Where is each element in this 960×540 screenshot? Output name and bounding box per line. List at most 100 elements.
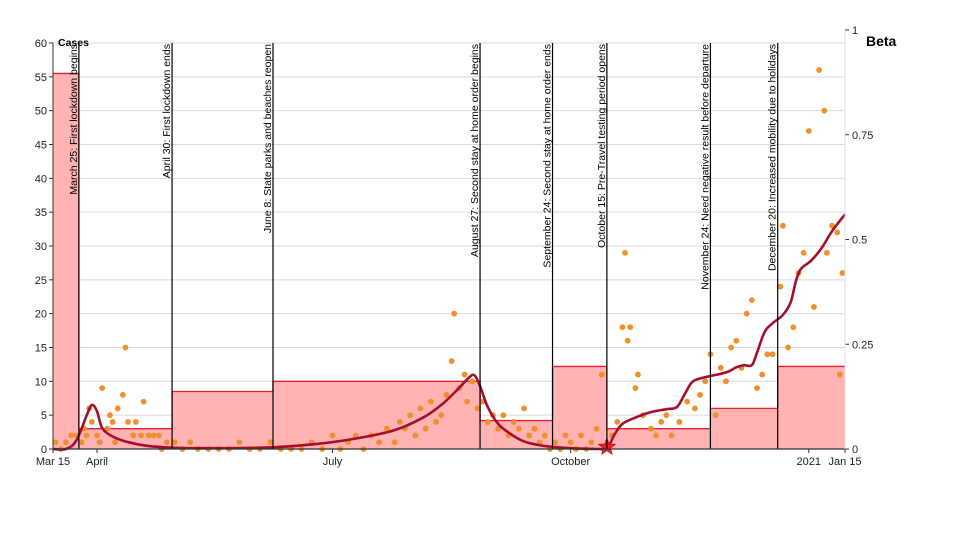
beta-line: [52, 213, 847, 452]
case-point: [552, 439, 559, 446]
case-point: [627, 324, 634, 331]
case-point: [588, 439, 595, 446]
left-tick-label: 0: [41, 444, 47, 456]
case-point: [267, 439, 274, 446]
case-point: [733, 337, 740, 344]
case-point: [412, 432, 419, 439]
x-tick-label: Jan 15: [828, 456, 861, 468]
case-point: [187, 439, 194, 446]
case-point: [83, 432, 90, 439]
case-point: [728, 344, 735, 351]
case-point: [743, 310, 750, 317]
case-point: [448, 358, 455, 364]
event-label: April 30: First lockdown ends: [161, 44, 173, 178]
case-point: [151, 432, 157, 439]
case-point: [622, 249, 628, 256]
case-point: [63, 439, 69, 446]
case-point: [647, 425, 654, 432]
case-point: [427, 398, 434, 405]
case-point: [668, 432, 675, 439]
case-point: [119, 391, 126, 398]
case-point: [132, 419, 139, 425]
case-point: [104, 425, 111, 432]
case-point: [712, 412, 719, 419]
case-point: [171, 439, 178, 446]
case-point: [800, 249, 807, 256]
case-point: [78, 439, 85, 446]
case-point: [391, 439, 398, 446]
case-point: [658, 419, 665, 425]
case-point: [764, 351, 771, 358]
case-point: [790, 324, 797, 331]
case-point: [632, 385, 639, 391]
event-label: December 20: Increased mobility due to h…: [767, 44, 779, 271]
case-point: [484, 419, 491, 425]
case-point: [122, 344, 129, 351]
left-tick-label: 40: [35, 173, 47, 185]
case-point: [635, 371, 641, 378]
event-label: October 15: Pre-Travel testing period op…: [596, 44, 608, 248]
case-point: [461, 371, 468, 378]
case-point: [500, 412, 507, 419]
case-point: [811, 304, 817, 310]
case-point: [779, 222, 786, 229]
case-point: [593, 425, 600, 432]
step-segment-fill: [606, 428, 711, 449]
case-point: [417, 405, 424, 412]
case-point: [464, 398, 471, 405]
case-point: [663, 412, 670, 419]
case-point: [759, 371, 766, 378]
left-axis-title: Cases: [58, 37, 89, 49]
event-label: November 24: Need negative result before…: [699, 44, 711, 290]
right-tick-label: 0: [852, 444, 858, 456]
event-label: March 25: First lockdown begins: [68, 44, 80, 195]
event-markers: March 25: First lockdown begins April 30:…: [68, 43, 779, 449]
case-point: [438, 412, 445, 419]
case-point: [329, 432, 336, 439]
case-point: [723, 378, 729, 385]
case-point: [495, 425, 502, 432]
x-tick-label: Mar 15: [36, 456, 70, 468]
case-point: [130, 432, 137, 439]
right-tick-label: 0.25: [852, 339, 873, 351]
case-point: [526, 432, 533, 439]
step-line: [53, 72, 845, 430]
case-point: [531, 425, 538, 432]
right-tick-label: 0.5: [852, 235, 867, 247]
case-point: [383, 425, 390, 432]
case-point: [510, 419, 517, 425]
case-point: [541, 432, 548, 439]
case-point: [578, 432, 584, 439]
event-label: August 27: Second stay at home order beg…: [469, 44, 481, 257]
case-point: [653, 432, 659, 439]
case-point: [443, 391, 450, 398]
left-tick-label: 30: [35, 241, 47, 253]
case-point: [114, 405, 121, 412]
left-tick-label: 35: [35, 207, 47, 219]
case-point: [676, 419, 683, 425]
case-point: [352, 432, 359, 439]
case-point: [691, 405, 698, 412]
case-point: [702, 378, 709, 385]
x-tick-label: October: [551, 456, 590, 468]
left-tick-label: 25: [35, 275, 47, 287]
left-tick-label: 15: [35, 343, 47, 355]
case-point: [619, 324, 626, 331]
right-tick-label: 1: [852, 25, 858, 37]
case-point: [140, 398, 147, 405]
step-segment-fill: [273, 381, 481, 449]
case-point: [433, 419, 439, 425]
case-point: [748, 297, 755, 304]
case-point: [125, 419, 131, 425]
case-point: [836, 371, 843, 378]
case-point: [515, 425, 522, 432]
case-point: [52, 439, 59, 446]
case-point: [769, 351, 776, 358]
case-point: [562, 432, 569, 439]
case-point: [697, 391, 703, 398]
case-point: [624, 337, 631, 344]
case-point: [68, 432, 75, 439]
case-point: [163, 439, 170, 446]
case-point: [805, 128, 812, 134]
